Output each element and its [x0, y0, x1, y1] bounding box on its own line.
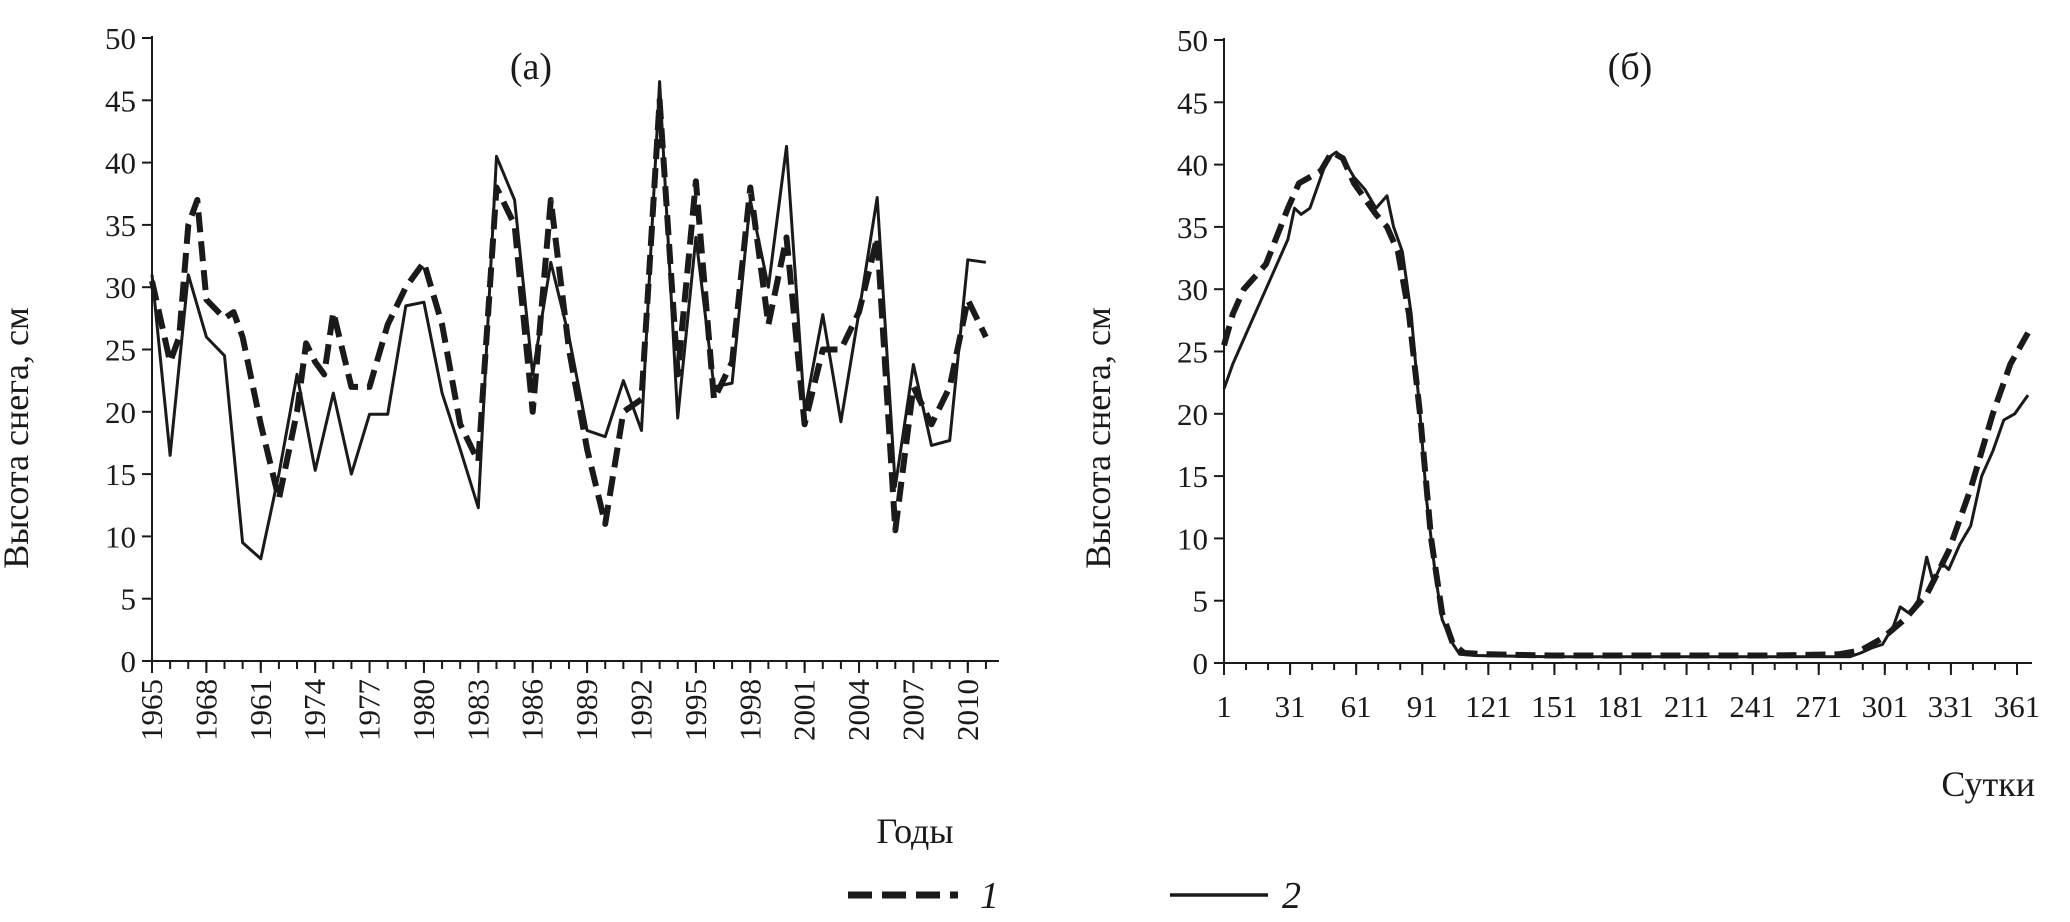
x-tick-label: 2007 [895, 679, 930, 741]
x-tick-label: 1986 [515, 679, 550, 741]
panel-a-axes: 0 5 10 15 20 25 30 35 40 45 50 1965 1968 1961 1974 1977… [105, 21, 999, 741]
y-tick-label: 35 [1177, 210, 1208, 245]
panel-b-xlabel: Сутки [1941, 764, 2035, 804]
panel-a-series [149, 80, 989, 561]
x-tick-label: 241 [1729, 689, 1776, 724]
y-tick-label: 25 [105, 333, 136, 368]
y-tick-label: 10 [105, 519, 136, 554]
x-tick-label: 121 [1465, 689, 1512, 724]
x-tick-label: 1992 [623, 679, 658, 741]
y-tick-label: 5 [121, 582, 137, 617]
panel-b-ylabel: Высота снега, см [1078, 307, 1118, 569]
y-tick-label: 50 [105, 21, 136, 56]
panel-a-xlabel: Годы [876, 811, 953, 851]
x-tick-label: 2004 [841, 679, 876, 742]
legend-label-2: 2 [1282, 875, 1301, 917]
series-1-dashed-line [1221, 149, 2031, 659]
x-tick-label: 91 [1407, 689, 1438, 724]
x-tick-label: 151 [1531, 689, 1578, 724]
series-2-solid-line [150, 80, 987, 561]
y-tick-label: 45 [1177, 85, 1208, 120]
panel-b: (б) Высота снега, см Сутки 0 5 10 15 20 25 30 3… [1078, 23, 2040, 804]
y-tick-label: 15 [1177, 459, 1208, 494]
y-tick-label: 40 [1177, 148, 1208, 183]
y-tick-label: 30 [105, 270, 136, 305]
x-tick-label: 1965 [134, 679, 169, 741]
panel-b-series [1221, 149, 2031, 659]
x-tick-label: 211 [1664, 689, 1709, 724]
x-tick-label: 1995 [678, 679, 713, 741]
x-tick-label: 1989 [569, 679, 604, 741]
y-tick-label: 10 [1177, 521, 1208, 556]
x-tick-label: 1980 [406, 679, 441, 741]
y-tick-label: 15 [105, 457, 136, 492]
x-tick-label: 271 [1795, 689, 1842, 724]
y-tick-label: 35 [105, 208, 136, 243]
y-tick-label: 45 [105, 83, 136, 118]
series-2-solid-line [1222, 150, 2030, 659]
x-tick-label: 1983 [460, 679, 495, 741]
x-tick-label: 31 [1275, 689, 1306, 724]
panel-b-axes: 0 5 10 15 20 25 30 35 40 45 50 1 31 61 91 121 151 181 211 2… [1177, 23, 2040, 724]
x-tick-label: 301 [1862, 689, 1909, 724]
y-tick-label: 25 [1177, 335, 1208, 370]
x-tick-label: 181 [1597, 689, 1644, 724]
y-tick-label: 40 [105, 146, 136, 181]
y-tick-label: 20 [1177, 397, 1208, 432]
x-tick-label: 331 [1928, 689, 1975, 724]
panel-a-ylabel: Высота снега, см [0, 307, 36, 569]
legend: 1 2 [848, 875, 1301, 917]
y-tick-label: 0 [1193, 646, 1209, 681]
panel-b-label: (б) [1608, 46, 1653, 88]
x-tick-label: 2010 [950, 679, 985, 741]
series-1-dashed-line [149, 97, 989, 534]
x-tick-label: 1998 [732, 679, 767, 741]
x-tick-label: 1974 [297, 679, 332, 742]
panel-a-label: (а) [510, 46, 552, 88]
x-tick-label: 61 [1341, 689, 1372, 724]
x-tick-label: 2001 [787, 679, 822, 741]
y-tick-label: 30 [1177, 272, 1208, 307]
x-tick-label: 1 [1216, 689, 1232, 724]
x-tick-label: 1961 [243, 679, 278, 741]
x-tick-label: 1977 [352, 679, 387, 741]
legend-label-1: 1 [980, 875, 999, 917]
y-tick-label: 50 [1177, 23, 1208, 58]
x-tick-label: 361 [1994, 689, 2041, 724]
y-tick-label: 5 [1193, 584, 1209, 619]
y-tick-label: 0 [121, 644, 137, 679]
panel-a: (а) Высота снега, см Годы 0 5 10 15 20 25 30 35… [0, 21, 999, 851]
x-tick-label: 1968 [188, 679, 223, 741]
y-tick-label: 20 [105, 395, 136, 430]
